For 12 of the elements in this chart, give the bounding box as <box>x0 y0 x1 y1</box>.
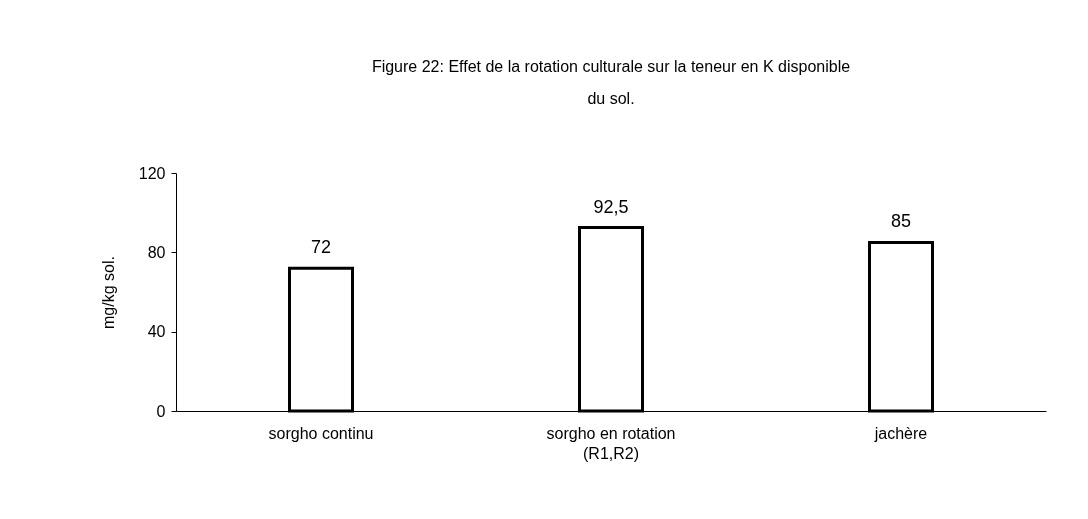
x-tick-label: sorgho continu <box>268 424 374 442</box>
y-tick-label: 40 <box>147 323 166 341</box>
x-tick-label: jachère <box>873 424 928 442</box>
data-label: 92,5 <box>593 196 629 217</box>
y-tick-label: 80 <box>147 243 166 261</box>
y-axis-title: mg/kg sol. <box>99 256 117 329</box>
y-tick-label: 120 <box>138 164 166 182</box>
x-tick-label: sorgho en rotation (R1,R2) <box>546 424 676 462</box>
chart-title: Figure 22: Effet de la rotation culturale sur la teneur en K disponible du sol. <box>371 58 851 107</box>
data-label: 72 <box>310 237 332 258</box>
y-tick-label: 0 <box>156 402 166 420</box>
data-label: 85 <box>890 211 912 232</box>
